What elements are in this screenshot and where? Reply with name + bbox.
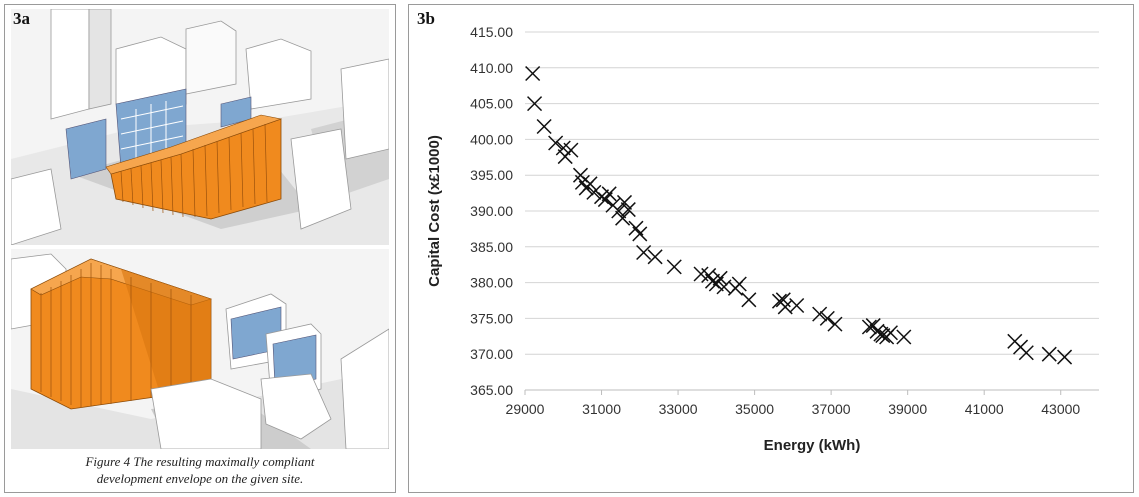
- data-point-x-marker: [896, 329, 912, 345]
- figure-panel-3a: 3a Figure 4 The resulting maximally comp…: [4, 4, 396, 493]
- data-point-x-marker: [611, 203, 627, 219]
- scatter-chart: 365.00 370.00 375.00 380.00 385.00 390.00 395.…: [426, 24, 1099, 454]
- data-point-x-marker: [882, 325, 898, 341]
- data-point-x-marker: [666, 259, 682, 275]
- data-point-x-marker: [861, 319, 877, 335]
- data-point-x-marker: [636, 244, 652, 261]
- y-tick-label: 405.00: [470, 96, 513, 112]
- data-point-x-marker: [819, 310, 835, 326]
- data-point-x-marker: [1018, 345, 1034, 361]
- y-tick-label: 390.00: [470, 203, 513, 219]
- x-tick-label: 29000: [506, 401, 545, 417]
- data-point-x-marker: [586, 184, 602, 200]
- y-axis-title: Capital Cost (x£1000): [426, 135, 443, 287]
- data-point-x-marker: [1057, 349, 1073, 365]
- data-point-x-marker: [527, 96, 543, 112]
- y-axis-ticks: 365.00 370.00 375.00 380.00 385.00 390.00 395.…: [470, 24, 513, 398]
- data-point-x-marker: [563, 142, 579, 158]
- data-point-x-marker: [616, 194, 633, 210]
- data-point-x-marker: [536, 118, 552, 135]
- x-tick-label: 41000: [965, 401, 1004, 417]
- y-tick-label: 365.00: [470, 382, 513, 398]
- figure-panel-3b: 365.00 370.00 375.00 380.00 385.00 390.00 395.…: [408, 4, 1134, 493]
- x-tick-label: 37000: [812, 401, 851, 417]
- y-tick-label: 375.00: [470, 310, 513, 326]
- envelope-render-street-view: [11, 249, 389, 449]
- x-tick-label: 31000: [582, 401, 621, 417]
- data-point-x-marker: [620, 202, 636, 218]
- massing-illustration-bottom: [11, 249, 389, 449]
- y-tick-label: 410.00: [470, 60, 513, 76]
- figure-caption-line-2: development envelope on the given site.: [96, 471, 304, 486]
- massing-illustration-top: [11, 9, 389, 245]
- data-point-x-marker: [875, 328, 891, 344]
- x-tick-label: 43000: [1041, 401, 1080, 417]
- data-point-x-marker: [632, 226, 648, 242]
- figure-caption: Figure 4 The resulting maximally complia…: [9, 453, 391, 487]
- data-point-x-marker: [601, 186, 617, 202]
- data-point-x-marker: [1041, 346, 1057, 362]
- data-point-x-marker: [712, 270, 728, 286]
- x-axis-title: Energy (kWh): [764, 437, 861, 454]
- chart-gridlines: [525, 31, 1099, 391]
- x-tick-label: 33000: [659, 401, 698, 417]
- y-tick-label: 370.00: [470, 346, 513, 362]
- data-point-x-marker: [582, 176, 598, 192]
- data-point-x-marker: [731, 276, 747, 292]
- x-tick-label: 35000: [735, 401, 774, 417]
- panel-label-3a: 3a: [13, 9, 30, 28]
- y-tick-label: 395.00: [470, 167, 513, 183]
- data-point-x-marker: [812, 306, 828, 322]
- y-tick-label: 400.00: [470, 131, 513, 147]
- x-axis-ticks: 29000 31000 33000 35000 37000 39000 41000 43000: [506, 390, 1080, 417]
- data-point-x-marker: [615, 210, 631, 226]
- data-point-x-marker: [789, 297, 805, 314]
- x-tick-label: 39000: [888, 401, 927, 417]
- data-point-x-marker: [827, 316, 843, 332]
- y-tick-label: 380.00: [470, 275, 513, 291]
- data-point-x-marker: [647, 249, 663, 265]
- y-tick-label: 415.00: [470, 24, 513, 40]
- figure-caption-line-1: Figure 4 The resulting maximally complia…: [85, 454, 315, 469]
- panel-label-3b: 3b: [417, 9, 435, 28]
- data-point-x-marker: [741, 292, 757, 308]
- y-tick-label: 385.00: [470, 239, 513, 255]
- scatter-points: [525, 65, 1073, 365]
- data-point-x-marker: [525, 65, 541, 82]
- envelope-render-aerial-view: [11, 9, 389, 245]
- data-point-x-marker: [548, 135, 564, 151]
